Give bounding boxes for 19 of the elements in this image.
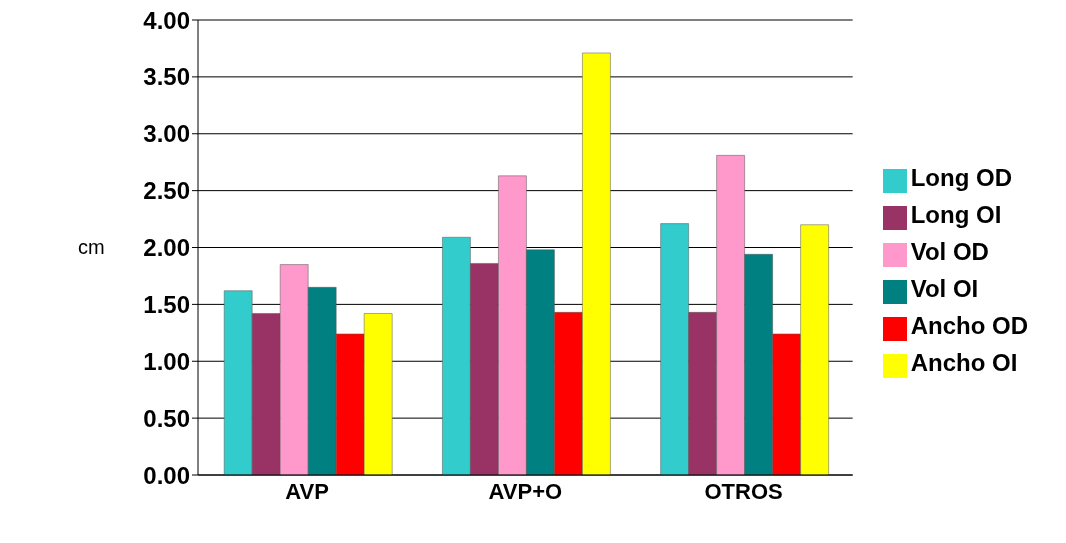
legend-label: Long OD <box>910 163 1012 191</box>
y-tick-label: 1.00 <box>143 347 190 375</box>
x-tick-label: AVP <box>285 478 329 504</box>
legend-label: Ancho OI <box>910 348 1018 376</box>
x-tick-label: AVP+O <box>488 478 563 504</box>
y-tick-label: 3.00 <box>143 120 190 148</box>
y-tick-label: 2.00 <box>143 234 190 262</box>
y-axis-title: cm <box>78 236 105 259</box>
y-tick-label: 3.50 <box>143 63 190 91</box>
legend-label: Vol OI <box>910 274 979 302</box>
y-tick-label: 0.00 <box>143 461 190 489</box>
y-tick-label: 0.50 <box>143 404 190 432</box>
legend-label: Ancho OD <box>910 311 1028 339</box>
x-tick-label: OTROS <box>704 478 783 504</box>
y-tick-label: 4.00 <box>143 6 190 34</box>
legend-label: Long OI <box>910 200 1002 228</box>
y-tick-label: 2.50 <box>143 177 190 205</box>
legend-label: Vol OD <box>910 237 989 265</box>
y-tick-label: 1.50 <box>143 290 190 318</box>
